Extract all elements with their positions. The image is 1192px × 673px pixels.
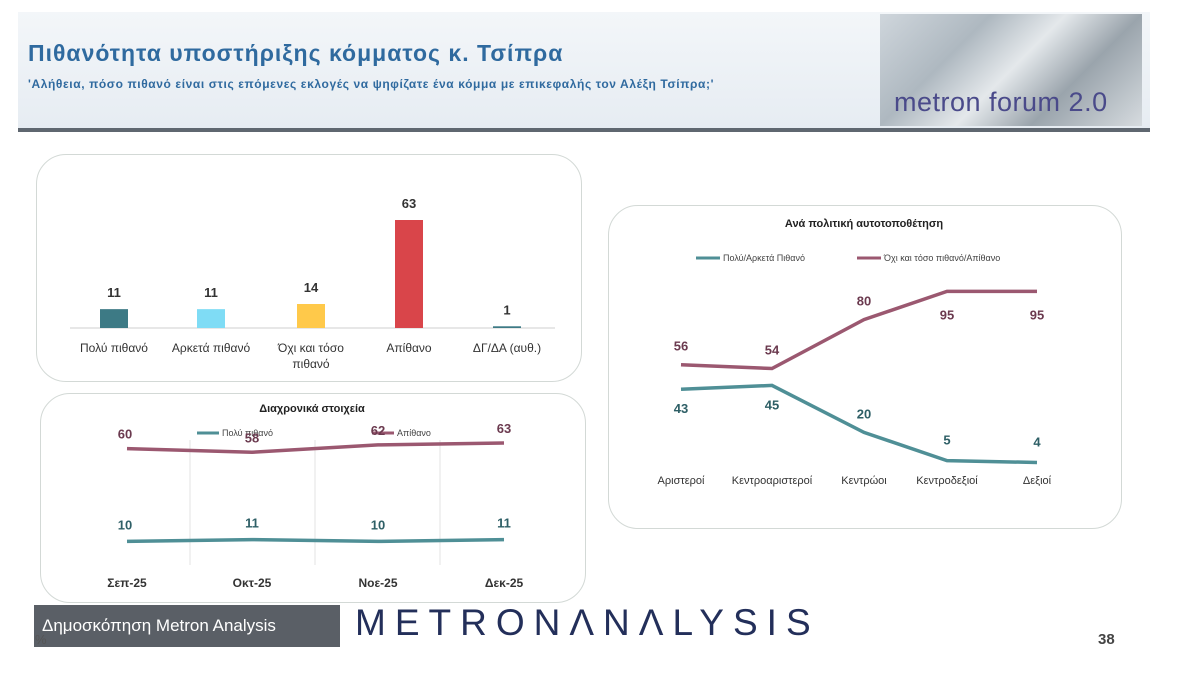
metron-forum-logo: metron forum 2.0 [880, 14, 1142, 126]
bar-chart-panel [36, 154, 582, 382]
ideology-chart-title: Ανά πολιτική αυτοτοποθέτηση [785, 218, 943, 230]
trend-chart-panel [40, 393, 586, 603]
bar-4 [395, 220, 423, 328]
trend-data-label: 63 [497, 421, 511, 436]
trend-series-line-1 [126, 537, 505, 544]
bar-3 [297, 304, 325, 328]
bar-value-label: 1 [503, 302, 510, 317]
page-subtitle: 'Αλήθεια, πόσο πιθανό είναι στις επόμενε… [28, 77, 715, 91]
bar-value-label: 63 [402, 196, 416, 211]
trend-category-label: Νοε-25 [358, 576, 397, 590]
ideology-data-label: 45 [765, 397, 779, 412]
page-number: 38 [1098, 631, 1115, 648]
ideology-data-label: 5 [943, 433, 950, 448]
source-badge: Δημοσκόπηση Metron Analysis [34, 605, 340, 647]
ideology-category-label: Κεντρώοι [841, 475, 887, 487]
ideology-data-label: 95 [1030, 307, 1044, 322]
trend-data-label: 10 [371, 517, 385, 532]
bar-category-label: Αρκετά πιθανό [172, 341, 251, 355]
trend-data-label: 10 [118, 517, 132, 532]
ideology-data-label: 56 [674, 339, 688, 354]
ideology-data-label: 54 [765, 342, 780, 357]
bar-category-label: ΔΓ/ΔΑ (αυθ.) [473, 341, 541, 355]
brand-logo-text: METRONΛNΛLYSIS [355, 602, 820, 643]
trend-category-label: Σεπ-25 [107, 576, 147, 590]
ideology-category-label: Αριστεροί [658, 475, 705, 487]
bar-5 [493, 326, 521, 328]
ideology-category-label: Κεντροδεξιοί [916, 475, 978, 487]
ideology-series-line-2 [680, 289, 1037, 371]
header-divider [18, 128, 1150, 132]
trend-category-label: Οκτ-25 [233, 576, 272, 590]
percent-sign: % [35, 632, 47, 647]
ideology-data-label: 4 [1033, 434, 1041, 449]
trend-data-label: 11 [245, 516, 259, 531]
ideology-data-label: 20 [857, 406, 871, 421]
trend-series-line-2 [126, 441, 505, 455]
trend-legend-label: Απίθανο [397, 428, 431, 438]
bar-category-label: πιθανό [292, 357, 330, 371]
bar-category-label: Απίθανο [386, 341, 432, 355]
ideology-category-label: Κεντροαριστεροί [732, 475, 813, 487]
bar-2 [197, 309, 225, 328]
ideology-data-label: 95 [940, 307, 954, 322]
ideology-legend-label: Πολύ/Αρκετά Πιθανό [723, 253, 805, 263]
logo-text: metron forum 2.0 [894, 87, 1108, 117]
ideology-series-line-1 [680, 383, 1038, 465]
ideology-data-label: 43 [674, 401, 688, 416]
trend-chart-title: Διαχρονικά στοιχεία [259, 403, 365, 415]
ideology-data-label: 80 [857, 294, 871, 309]
ideology-category-label: Δεξιοί [1023, 475, 1052, 487]
trend-category-label: Δεκ-25 [485, 576, 524, 590]
page-title: Πιθανότητα υποστήριξης κόμματος κ. Τσίπρ… [28, 40, 564, 66]
bar-1 [100, 309, 128, 328]
trend-data-label: 60 [118, 427, 132, 442]
ideology-legend-label: Όχι και τόσο πιθανό/Απίθανο [883, 253, 1000, 263]
bar-category-label: Όχι και τόσο [277, 341, 344, 355]
trend-data-label: 11 [497, 516, 511, 531]
trend-data-label: 58 [245, 430, 259, 445]
trend-legend-label: Πολύ πιθανό [222, 428, 273, 438]
bar-value-label: 11 [204, 285, 218, 300]
bar-category-label: Πολύ πιθανό [80, 341, 148, 355]
bar-value-label: 14 [304, 280, 319, 295]
bar-value-label: 11 [107, 285, 121, 300]
trend-data-label: 62 [371, 423, 385, 438]
